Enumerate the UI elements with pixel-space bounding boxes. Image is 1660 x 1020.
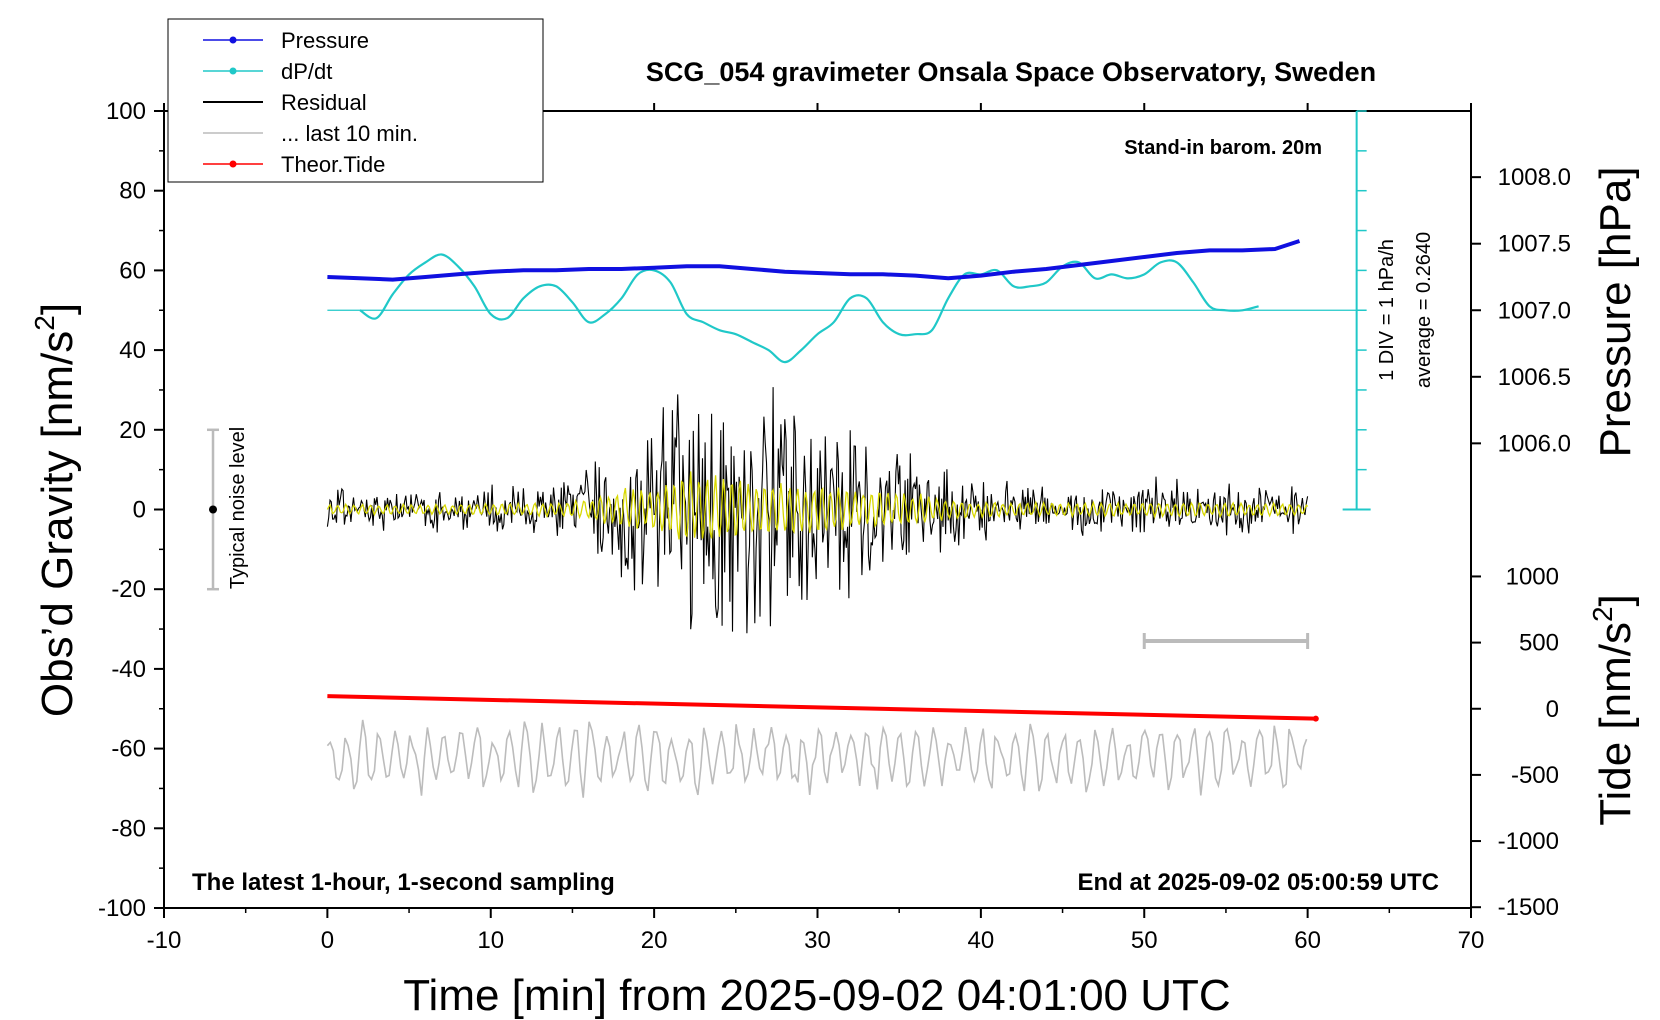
tide-tick-label: 1000 <box>1506 563 1559 590</box>
average-note: average = 0.2640 <box>1413 232 1435 388</box>
legend-label: ... last 10 min. <box>281 121 418 146</box>
pressure-tick-label: 1006.5 <box>1498 364 1571 391</box>
y-tick-label: -60 <box>111 736 146 763</box>
series-tide <box>327 694 1319 722</box>
y-tick-label: -80 <box>111 815 146 842</box>
last10min-line <box>326 719 1308 798</box>
legend-label: dP/dt <box>281 59 332 84</box>
x-tick-label: 40 <box>968 927 995 954</box>
pressure-tick-label: 1006.0 <box>1498 430 1571 457</box>
y-tick-label: 0 <box>133 497 146 524</box>
tide-line <box>327 694 1316 721</box>
axis-ticks: -10 0 10 20 30 40 50 60 70100806040200-20-40-60-… <box>98 98 1571 954</box>
y-axis-label-pressure: Pressure [hPa] <box>1591 166 1640 457</box>
x-tick-label: 70 <box>1458 927 1485 954</box>
residual-filtered-line <box>326 471 1309 540</box>
y-tick-label: -40 <box>111 656 146 683</box>
y-axis-label-tide: Tide [nm/s2] <box>1587 594 1640 826</box>
y-tick-label: 80 <box>119 178 146 205</box>
series-dpdt <box>327 110 1371 511</box>
y-axis-label-tide-sup: 2 <box>1587 606 1618 622</box>
y-tick-label: 20 <box>119 417 146 444</box>
pressure-line <box>327 239 1301 282</box>
x-tick-label: 50 <box>1131 927 1158 954</box>
noise-level-center <box>209 505 218 514</box>
y-tick-label: 60 <box>119 257 146 284</box>
legend-marker <box>229 67 237 75</box>
bottom-right-note: End at 2025-09-02 05:00:59 UTC <box>1078 869 1440 896</box>
x-tick-label: 20 <box>641 927 668 954</box>
barom-note: Stand-in barom. 20m <box>1124 137 1322 159</box>
y-axis-label-left: Obs’d Gravity [nm/s2] <box>29 303 82 717</box>
chart-title: SCG_054 gravimeter Onsala Space Observat… <box>646 57 1376 87</box>
tide-end-point <box>1312 715 1319 722</box>
dpdt-line <box>359 253 1259 364</box>
series-residual <box>326 387 1309 634</box>
tide-tick-label: -1500 <box>1498 894 1559 921</box>
x-axis-label: Time [min] from 2025-09-02 04:01:00 UTC <box>403 971 1230 1020</box>
legend-label: Pressure <box>281 28 369 53</box>
tide-tick-label: -1000 <box>1498 828 1559 855</box>
legend-label: Theor.Tide <box>281 152 385 177</box>
bottom-left-note: The latest 1-hour, 1-second sampling <box>192 869 615 896</box>
y-tick-label: 40 <box>119 337 146 364</box>
noise-level-label: Typical noise level <box>227 427 249 589</box>
series-pressure <box>327 239 1301 282</box>
legend-marker <box>229 160 237 168</box>
chart-annotations-graphics <box>207 428 1310 650</box>
tide-tick-label: 500 <box>1519 630 1559 657</box>
pressure-tick-label: 1007.5 <box>1498 231 1571 258</box>
pressure-tick-label: 1007.0 <box>1498 297 1571 324</box>
y-tick-label: -20 <box>111 576 146 603</box>
legend-label: Residual <box>281 90 367 115</box>
x-tick-label: 10 <box>477 927 504 954</box>
x-tick-label: 30 <box>804 927 831 954</box>
legend-marker <box>229 36 237 44</box>
pressure-tick-label: 1008.0 <box>1498 164 1571 191</box>
series-last10min <box>326 719 1308 798</box>
y-tick-label: 100 <box>106 98 146 125</box>
tide-tick-label: -500 <box>1511 762 1559 789</box>
div-note: 1 DIV = 1 hPa/h <box>1376 239 1398 381</box>
tide-tick-label: 0 <box>1546 696 1559 723</box>
x-tick-label: -10 <box>147 927 182 954</box>
legend-box <box>167 18 544 183</box>
x-tick-label: 0 <box>321 927 334 954</box>
x-tick-label: 60 <box>1294 927 1321 954</box>
legend: Pressure dP/dt Residual ... last 10 min. The… <box>167 18 544 183</box>
y-axis-label-left-sup: 2 <box>29 315 60 331</box>
y-tick-label: -100 <box>98 895 146 922</box>
residual-line <box>326 387 1309 634</box>
